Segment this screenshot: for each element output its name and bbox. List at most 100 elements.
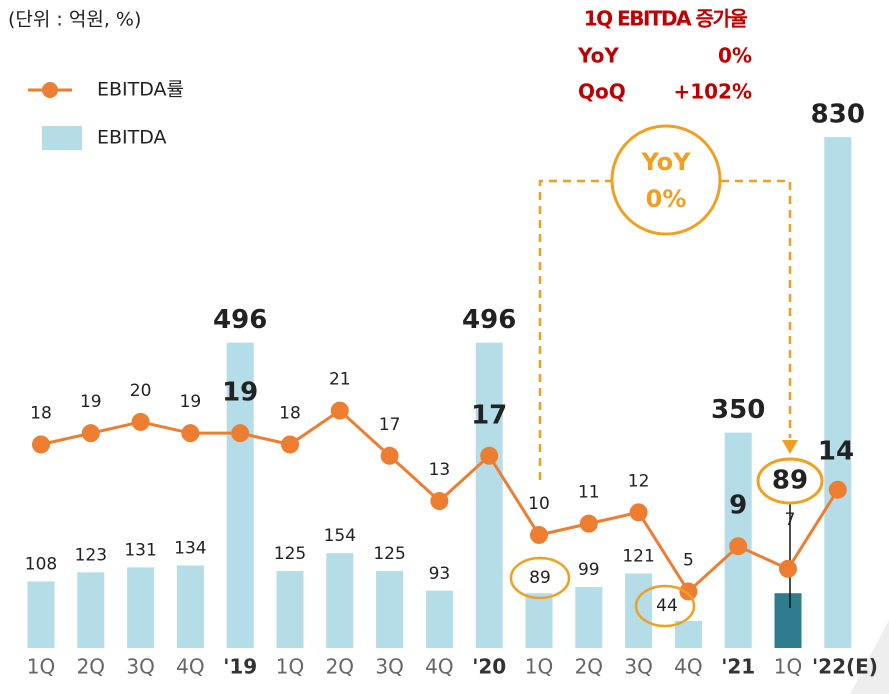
line-value-label: 19 — [80, 392, 102, 412]
line-marker — [779, 559, 797, 578]
highlight-ring — [634, 584, 696, 628]
line-value-label: 17 — [379, 415, 401, 435]
line-value-label: 14 — [818, 437, 854, 467]
x-tick-label: '21 — [721, 655, 755, 679]
line-value-label: 20 — [130, 381, 152, 401]
annotation-value: +102% — [673, 80, 752, 104]
bar — [27, 581, 55, 648]
line-marker — [380, 446, 399, 465]
annotation-label: QoQ — [578, 80, 626, 104]
x-tick-label: 1Q — [774, 655, 802, 679]
line-marker — [231, 424, 250, 443]
line-value-label: 19 — [180, 392, 202, 412]
line-value-label: 18 — [30, 403, 52, 423]
bar — [824, 137, 852, 649]
arrow-head — [782, 440, 798, 454]
x-tick-label: '19 — [223, 655, 257, 679]
line-layer — [32, 401, 847, 601]
x-tick-label: 4Q — [674, 655, 702, 679]
line-value-label: 7 — [785, 510, 796, 530]
bar-value-label: 134 — [174, 539, 206, 559]
x-tick-label: 4Q — [425, 655, 453, 679]
x-tick-label: 3Q — [126, 655, 154, 679]
bar-value-label: 93 — [429, 564, 451, 584]
x-tick-label: 3Q — [375, 655, 403, 679]
line-marker — [828, 480, 847, 499]
x-tick-label: 2Q — [575, 655, 603, 679]
dashed-connector — [721, 179, 792, 438]
line-value-label: 10 — [528, 494, 550, 514]
highlight-ring — [756, 457, 824, 505]
x-tick-label: 4Q — [176, 655, 204, 679]
line-marker — [480, 446, 499, 465]
bar — [625, 573, 653, 648]
line-value-label: 11 — [578, 483, 600, 503]
line-marker — [679, 582, 698, 601]
line-value-label: 19 — [222, 378, 258, 408]
bars — [27, 137, 852, 649]
bar-value-label: 99 — [578, 560, 600, 580]
line-marker — [530, 525, 548, 544]
line-value-label: 18 — [279, 403, 301, 423]
bar — [77, 572, 105, 648]
x-tick-label: 2Q — [326, 655, 354, 679]
bar-value-label: 121 — [622, 547, 654, 567]
unit-note: (단위 : 억원, %) — [8, 9, 141, 31]
bar-value-label: 89 — [529, 568, 551, 588]
decoration — [850, 620, 889, 694]
legend-swatch — [42, 126, 82, 150]
dashed-connector — [538, 179, 611, 480]
annotation-value: 0% — [718, 44, 752, 68]
annotation-title: 1Q EBITDA 증가율 — [584, 7, 748, 31]
bar-value-label: 89 — [772, 466, 808, 496]
line-marker — [430, 492, 449, 511]
line-marker — [81, 424, 100, 443]
bar-value-label: 108 — [25, 555, 57, 575]
bar — [525, 593, 553, 648]
bar-value-label: 496 — [213, 305, 267, 335]
bar-value-label: 830 — [811, 100, 865, 130]
annotation-label: YoY — [577, 44, 619, 68]
line-value-label: 13 — [429, 460, 451, 480]
bar-value-label: 125 — [373, 544, 405, 564]
bar-value-label: 123 — [75, 545, 107, 565]
bubble — [610, 124, 722, 236]
bar — [774, 593, 802, 648]
line-marker — [629, 503, 648, 522]
bar-value-label: 44 — [656, 596, 678, 616]
bar — [326, 553, 354, 648]
bubble-text: YoY — [640, 148, 691, 176]
bar-value-label: 350 — [711, 395, 765, 425]
bar — [425, 590, 453, 648]
bar — [376, 571, 404, 648]
bar-value-label: 154 — [324, 526, 356, 546]
bar-value-label: 125 — [274, 544, 306, 564]
highlight-ring — [509, 556, 571, 600]
line-value-label: 17 — [471, 400, 507, 430]
bar — [176, 565, 204, 648]
line-marker — [281, 435, 299, 454]
line-marker — [181, 424, 200, 443]
line-value-label: 21 — [329, 370, 351, 390]
bar — [674, 620, 702, 648]
bubble-text: 0% — [646, 185, 687, 213]
x-tick-label: 3Q — [624, 655, 652, 679]
line-value-label: 9 — [729, 491, 747, 521]
line-value-label: 5 — [683, 550, 694, 570]
x-tick-label: '22(E) — [812, 655, 878, 679]
line-marker — [131, 412, 150, 431]
x-tick-label: 1Q — [276, 655, 304, 679]
bar-value-label: 496 — [462, 305, 516, 335]
x-tick-label: 2Q — [77, 655, 105, 679]
line-value-label: 12 — [628, 471, 650, 491]
line-marker — [729, 537, 748, 556]
x-tick-label: 1Q — [27, 655, 55, 679]
bar — [575, 587, 603, 648]
bar — [475, 342, 503, 648]
legend-label: EBITDA — [97, 127, 167, 149]
bar — [226, 342, 254, 648]
bar — [127, 567, 155, 648]
